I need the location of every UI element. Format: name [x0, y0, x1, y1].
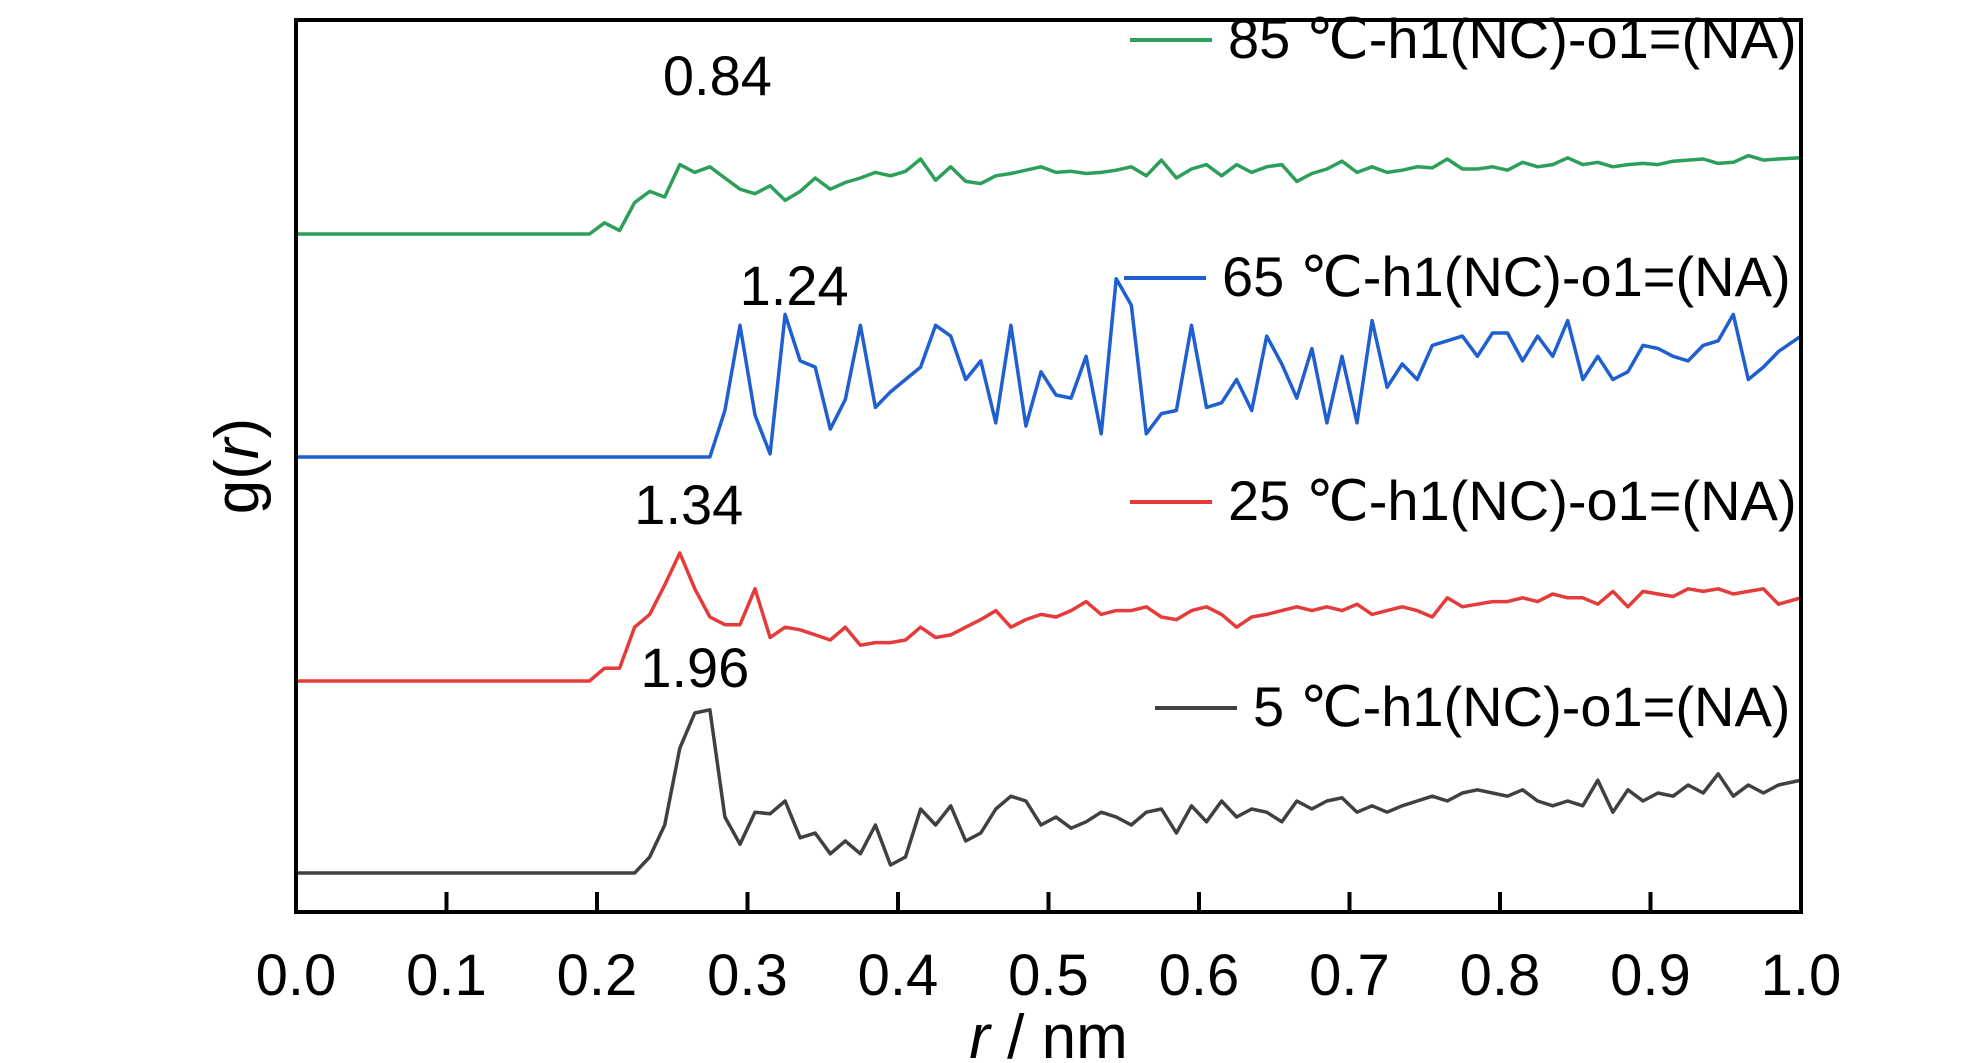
x-axis-label: r / nm: [969, 1003, 1127, 1063]
peak-label-1: 1.24: [740, 254, 849, 317]
peak-label-2: 1.34: [634, 473, 743, 536]
y-axis-label-post: ): [203, 418, 272, 439]
x-axis-label-rest: / nm: [990, 1003, 1128, 1063]
x-tick-label: 0.4: [858, 943, 939, 1008]
series-layer: [296, 153, 1802, 875]
x-axis: 0.0 0.1 0.2 0.3 0.4 0.5 0.6 0.7 0.8 0.9 1.0: [256, 892, 1842, 1008]
series-line-1: [296, 277, 1802, 459]
y-axis-label-italic: r: [203, 436, 272, 459]
series-line-2: [296, 551, 1802, 683]
x-tick-label: 0.8: [1460, 943, 1541, 1008]
x-tick-label: 0.3: [707, 943, 788, 1008]
x-tick-label: 0.0: [256, 943, 337, 1008]
x-tick-label: 1.0: [1761, 943, 1842, 1008]
x-tick-label: 0.7: [1309, 943, 1390, 1008]
legend-label-3: 5 ℃-h1(NC)-o1=(NA): [1253, 675, 1790, 738]
legend-label-1: 65 ℃-h1(NC)-o1=(NA): [1222, 245, 1791, 308]
series-line-0: [296, 153, 1802, 236]
labels-layer: 0.84 85 ℃-h1(NC)-o1=(NA) 1.24 65 ℃-h1(NC)-o…: [634, 7, 1796, 738]
y-axis-label-pre: g(: [203, 459, 272, 514]
x-tick-label: 0.9: [1610, 943, 1691, 1008]
legend-label-2: 25 ℃-h1(NC)-o1=(NA): [1228, 469, 1797, 532]
x-tick-label: 0.6: [1159, 943, 1240, 1008]
peak-label-3: 1.96: [640, 636, 749, 699]
plot-frame: [294, 18, 1803, 914]
y-axis-label: g(r): [203, 418, 272, 514]
peak-label-0: 0.84: [663, 44, 772, 107]
x-tick-label: 0.1: [406, 943, 487, 1008]
x-tick-label: 0.5: [1008, 943, 1089, 1008]
x-tick-label: 0.2: [557, 943, 638, 1008]
series-line-3: [296, 708, 1802, 875]
x-axis-label-italic: r: [969, 1003, 992, 1063]
legend-label-0: 85 ℃-h1(NC)-o1=(NA): [1228, 7, 1797, 70]
